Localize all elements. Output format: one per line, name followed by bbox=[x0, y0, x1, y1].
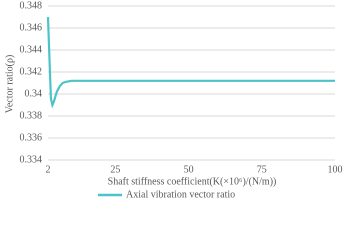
y-tick-label: 0.346 bbox=[20, 22, 43, 33]
x-tick-label: 25 bbox=[110, 164, 120, 175]
y-tick-label: 0.334 bbox=[20, 154, 43, 165]
legend-label: Axial vibration vector ratio bbox=[126, 189, 235, 200]
y-axis-label: Vector ratio(ρ) bbox=[4, 55, 15, 114]
x-tick-label: 100 bbox=[328, 164, 343, 175]
x-tick-label: 50 bbox=[184, 164, 194, 175]
line bbox=[46, 16, 335, 109]
x-axis-label: Shaft stiffness coefficient(K(×10⁶)/(N/m… bbox=[108, 176, 277, 187]
x-tick-label: 2 bbox=[46, 164, 51, 175]
y-tick-label: 0.34 bbox=[25, 88, 43, 99]
y-tick-label: 0.348 bbox=[20, 0, 43, 11]
chart: Vector ratio(ρ) Shaft stiffness coeffici… bbox=[4, 0, 343, 200]
y-tick-label: 0.338 bbox=[20, 110, 43, 121]
y-tick-label: 0.342 bbox=[20, 66, 43, 77]
y-tick-label: 0.344 bbox=[20, 44, 43, 55]
y-tick-label: 0.336 bbox=[20, 132, 43, 143]
x-tick-label: 75 bbox=[257, 164, 267, 175]
